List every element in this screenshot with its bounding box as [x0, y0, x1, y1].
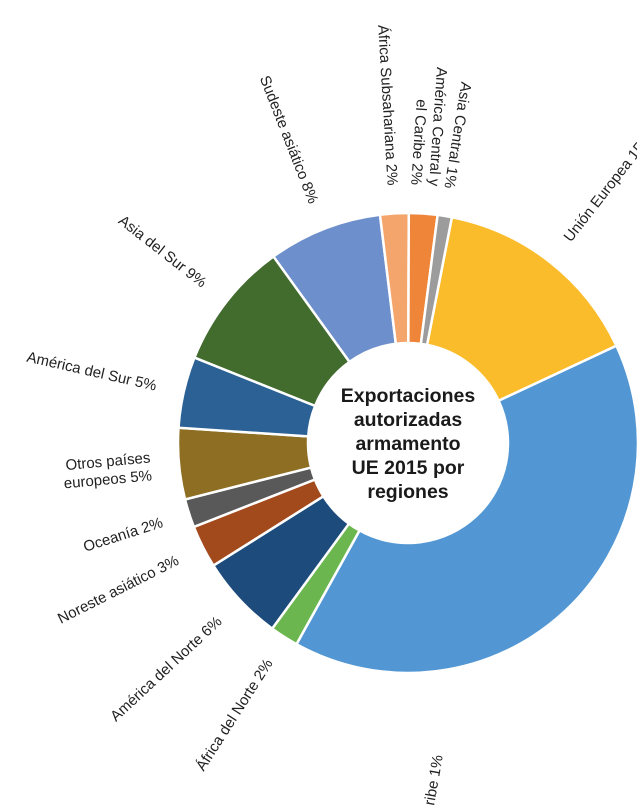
slice-label-america-del-norte: América del Norte 6%	[107, 613, 225, 725]
slice-label-noreste-asiatico: Noreste asiático 3%	[55, 552, 182, 627]
slice-label-sudeste-asiatico: Sudeste asiático 8%	[256, 73, 321, 206]
center-title: Exportaciones autorizadas armamento UE 2015…	[341, 385, 476, 503]
slice-label-asia-del-sur: Asia del Sur 9%	[115, 212, 210, 291]
slice-label-union-europea: Unión Europea 15%	[561, 129, 637, 245]
slice-label-africa-subsahariana: África Subsahariana 2%	[374, 24, 401, 186]
slice-union-europea	[425, 215, 619, 403]
donut-hole	[308, 343, 508, 543]
extra-labels: ribe 1%	[421, 754, 447, 807]
slice-label-otros-paises-europeos: Otros paíseseuropeos 5%	[61, 449, 152, 492]
donut-slices	[176, 211, 637, 675]
slice-label-oceania: Oceanía 2%	[81, 514, 165, 555]
slice-label-america-del-sur: América del Sur 5%	[25, 349, 158, 395]
extra-label-0: ribe 1%	[421, 754, 447, 807]
slice-label-africa-del-norte: África del Norte 2%	[193, 656, 277, 774]
